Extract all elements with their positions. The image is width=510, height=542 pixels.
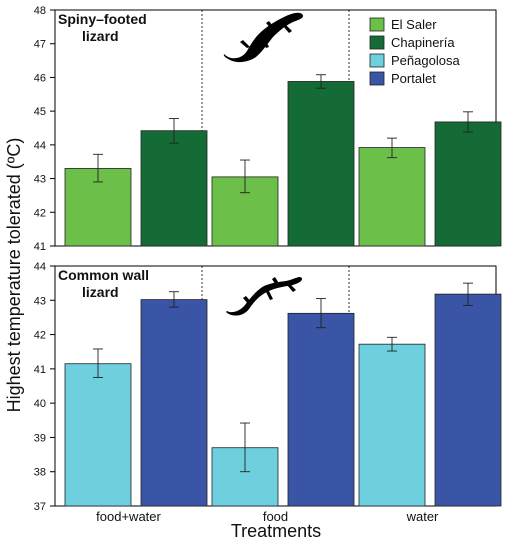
panel-title: Common wall lizard [58, 267, 149, 300]
y-tick-label: 40 [34, 398, 46, 410]
bar-penagolosa-water [358, 343, 426, 507]
y-axis-title: Highest temperature tolerated (ºC) [4, 138, 24, 413]
legend-item-portalet: Portalet [369, 71, 436, 86]
bar-penagolosa-food-water [64, 363, 132, 507]
y-tick-label: 42 [34, 207, 46, 219]
lizard-icon [226, 277, 303, 316]
y-tick-label: 44 [34, 261, 46, 273]
bar-chapineria-food-water [140, 130, 208, 247]
y-tick-label: 42 [34, 330, 46, 342]
panel-title: Spiny–footed lizard [58, 11, 147, 44]
legend-swatch [369, 71, 385, 86]
legend-label: Portalet [391, 71, 436, 86]
y-tick-label: 45 [34, 106, 46, 118]
y-tick-label: 39 [34, 432, 46, 444]
bar-chapineria-water [434, 121, 502, 247]
error-bar [240, 422, 250, 473]
legend: El Saler Chapinería Peñagolosa Portalet [369, 17, 460, 86]
legend-item-penagolosa: Peñagolosa [369, 53, 460, 68]
x-tick-label: food+water [96, 509, 161, 524]
legend-swatch [369, 17, 385, 32]
y-tick-label: 41 [34, 241, 46, 253]
y-tick-label: 38 [34, 467, 46, 479]
error-bar [93, 348, 103, 378]
bar-portalet-food-water [140, 299, 208, 507]
legend-item-chapineria: Chapinería [369, 35, 455, 50]
lizard-icon [223, 12, 304, 63]
error-bar [387, 137, 397, 159]
legend-swatch [369, 53, 385, 68]
y-tick-label: 47 [34, 39, 46, 51]
bar-portalet-water [434, 293, 502, 507]
bar-chapineria-food [287, 81, 355, 247]
legend-label: El Saler [391, 17, 437, 32]
legend-item-el-saler: El Saler [369, 17, 437, 32]
y-tick-label: 37 [34, 501, 46, 513]
legend-swatch [369, 35, 385, 50]
error-bar [316, 74, 326, 89]
panel-spiny-footed: 41 42 43 44 45 46 47 48 Spiny–footed lizard [34, 5, 502, 253]
y-tick-label: 41 [34, 364, 46, 376]
y-tick-label: 46 [34, 72, 46, 84]
error-bar [316, 298, 326, 329]
panel-common-wall: 37 38 39 40 41 42 43 44 Common wall lizard [34, 261, 502, 513]
bar-el-saler-water [358, 147, 426, 247]
bar-portalet-food [287, 312, 355, 507]
error-bar [169, 118, 179, 144]
error-bar [463, 282, 473, 306]
legend-label: Peñagolosa [391, 53, 460, 68]
x-tick-label: water [406, 509, 439, 524]
y-tick-label: 43 [34, 174, 46, 186]
x-tick-label: food [263, 509, 288, 524]
x-axis-title: Treatments [231, 521, 321, 541]
y-tick-label: 44 [34, 140, 46, 152]
x-category-labels: food+water food water [96, 509, 439, 524]
error-bar [387, 336, 397, 352]
error-bar [463, 111, 473, 133]
error-bar [169, 291, 179, 308]
error-bar [93, 153, 103, 183]
y-tick-label: 48 [34, 5, 46, 17]
error-bar [240, 159, 250, 194]
legend-label: Chapinería [391, 35, 455, 50]
y-tick-label: 43 [34, 295, 46, 307]
